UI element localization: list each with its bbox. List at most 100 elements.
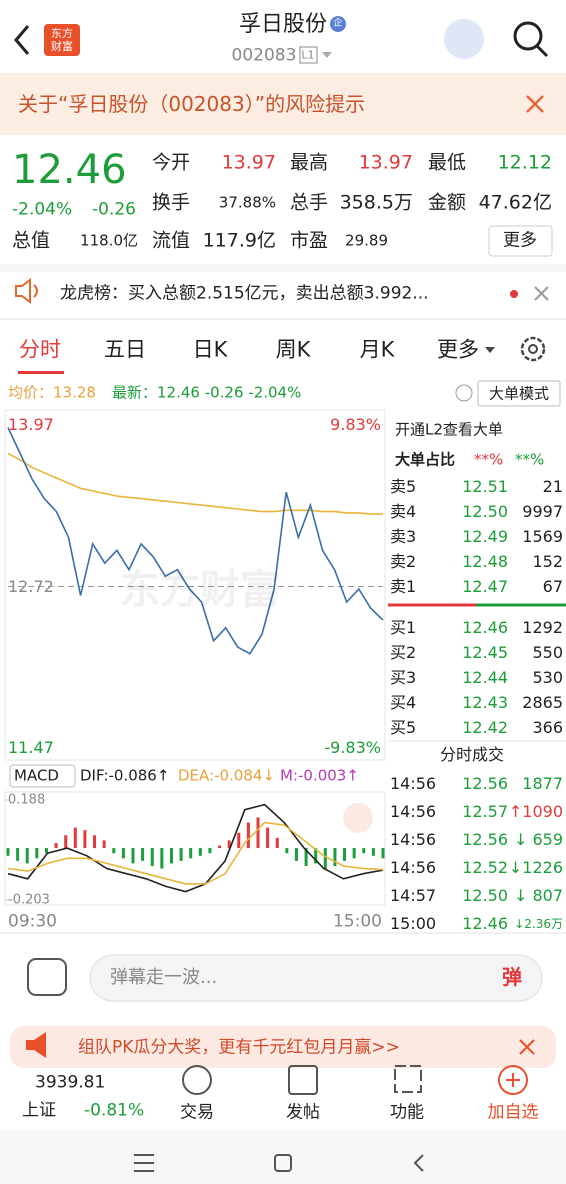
y2-tick-label: 9.83% bbox=[330, 415, 381, 434]
macd-bar bbox=[160, 848, 164, 869]
latest-quote: 最新：12.46 -0.26 -2.04% bbox=[112, 383, 302, 402]
trade-price: 12.52 bbox=[462, 858, 508, 877]
back-button[interactable] bbox=[14, 25, 30, 55]
nav-item[interactable]: 加自选 bbox=[487, 1102, 539, 1123]
expand-button[interactable] bbox=[343, 803, 373, 833]
book-volume: 1292 bbox=[522, 618, 563, 637]
book-price: 12.45 bbox=[462, 643, 508, 662]
bottom-nav-bg bbox=[0, 1068, 566, 1130]
stat-label: 总值 bbox=[12, 229, 51, 252]
macd-bar bbox=[83, 830, 87, 849]
tab[interactable]: 月K bbox=[359, 337, 395, 362]
nav-item[interactable]: 发帖 bbox=[286, 1102, 320, 1123]
risk-close[interactable] bbox=[526, 95, 544, 113]
level-text: L1 bbox=[301, 48, 315, 62]
macd-bar bbox=[381, 848, 385, 859]
macd-bar bbox=[218, 845, 222, 849]
comment-icon[interactable] bbox=[27, 958, 67, 996]
macd-bar bbox=[285, 848, 289, 854]
avatar[interactable] bbox=[444, 19, 484, 59]
book-level: 买4 bbox=[390, 693, 417, 712]
macd-bar bbox=[198, 848, 202, 856]
divider bbox=[0, 264, 566, 272]
news-icon bbox=[15, 278, 38, 304]
stat-label: 市盈 bbox=[290, 229, 329, 252]
tab[interactable]: 分时 bbox=[19, 337, 61, 362]
stat-value: 47.62亿 bbox=[478, 191, 552, 214]
ad-close[interactable] bbox=[519, 1039, 535, 1055]
search-icon[interactable] bbox=[513, 21, 543, 51]
ratio-sell: **% bbox=[474, 450, 504, 469]
corp-badge bbox=[330, 16, 346, 32]
l2-prompt: 开通L2查看大单 bbox=[395, 420, 503, 439]
book-price: 12.49 bbox=[462, 527, 508, 546]
book-volume: 550 bbox=[532, 643, 563, 662]
book-volume: 21 bbox=[542, 477, 563, 496]
post-icon[interactable] bbox=[288, 1065, 318, 1095]
m-label: M:-0.003↑ bbox=[280, 766, 359, 785]
stat-value: 118.0亿 bbox=[80, 231, 138, 250]
stat-label: 总手 bbox=[290, 191, 329, 214]
nav-back[interactable] bbox=[413, 1154, 424, 1172]
stat-label: 流值 bbox=[152, 229, 191, 252]
function-icon[interactable] bbox=[394, 1065, 422, 1093]
trade-time: 14:56 bbox=[390, 858, 437, 877]
stock-name: 孚日股份 bbox=[238, 12, 328, 37]
dea-label: DEA:-0.084↓ bbox=[178, 766, 276, 785]
y-tick-label: 13.97 bbox=[8, 415, 54, 434]
stat-label: 换手 bbox=[152, 191, 191, 214]
macd-bar bbox=[6, 848, 10, 856]
macd-bar bbox=[93, 835, 97, 849]
book-price: 12.48 bbox=[462, 552, 508, 571]
more-button-text[interactable]: 更多 bbox=[503, 230, 537, 251]
stat-value: 13.97 bbox=[358, 151, 413, 174]
mode-button[interactable] bbox=[477, 380, 561, 407]
send-button[interactable]: 弹 bbox=[502, 965, 522, 989]
macd-title: MACD bbox=[14, 766, 59, 785]
book-volume: 530 bbox=[532, 668, 563, 687]
macd-tick-label: 0.188 bbox=[8, 792, 46, 808]
trade-price: 12.50 bbox=[462, 886, 508, 905]
macd-bar bbox=[16, 848, 20, 861]
comment-input[interactable] bbox=[89, 954, 543, 1002]
nav-menu[interactable] bbox=[134, 1154, 154, 1172]
trade-icon[interactable] bbox=[182, 1065, 212, 1095]
news-close[interactable] bbox=[534, 286, 549, 301]
code-dropdown[interactable] bbox=[322, 52, 332, 58]
add-icon[interactable] bbox=[498, 1065, 528, 1095]
macd-bar bbox=[64, 835, 68, 849]
ad-banner[interactable] bbox=[10, 1026, 556, 1068]
macd-bar bbox=[121, 848, 125, 859]
macd-selector[interactable] bbox=[9, 764, 76, 788]
trade-volume: ↓1226 bbox=[508, 858, 563, 877]
stat-value: 117.9亿 bbox=[202, 229, 276, 252]
nav-item[interactable]: 功能 bbox=[390, 1102, 424, 1123]
tab[interactable]: 五日 bbox=[104, 337, 146, 362]
ratio-label: 大单占比 bbox=[395, 450, 456, 469]
tab-dropdown[interactable] bbox=[485, 347, 495, 353]
macd-bar bbox=[25, 848, 29, 864]
nav-item[interactable]: 交易 bbox=[180, 1102, 214, 1123]
macd-bar bbox=[73, 827, 77, 849]
book-price: 12.51 bbox=[462, 477, 508, 496]
dea-line bbox=[7, 821, 384, 885]
book-level: 买2 bbox=[390, 643, 417, 662]
settings-icon[interactable] bbox=[520, 336, 546, 362]
tab[interactable]: 周K bbox=[275, 337, 311, 362]
trade-price: 12.46 bbox=[462, 914, 508, 933]
book-level: 买5 bbox=[390, 718, 417, 737]
macd-bar bbox=[275, 837, 279, 849]
macd-bar bbox=[131, 848, 135, 864]
x-tick-label: 09:30 bbox=[8, 911, 57, 932]
stat-label: 金额 bbox=[428, 191, 467, 214]
more-button[interactable] bbox=[488, 225, 553, 257]
nav-home[interactable] bbox=[274, 1154, 292, 1172]
macd-bar bbox=[294, 848, 298, 861]
logo-bg bbox=[44, 24, 80, 56]
stat-value: 29.89 bbox=[345, 231, 388, 250]
book-price: 12.47 bbox=[462, 577, 508, 596]
tab[interactable]: 日K bbox=[192, 337, 228, 362]
help-icon[interactable] bbox=[455, 384, 473, 402]
tab[interactable]: 更多 bbox=[437, 337, 479, 362]
macd-bar bbox=[323, 848, 327, 869]
